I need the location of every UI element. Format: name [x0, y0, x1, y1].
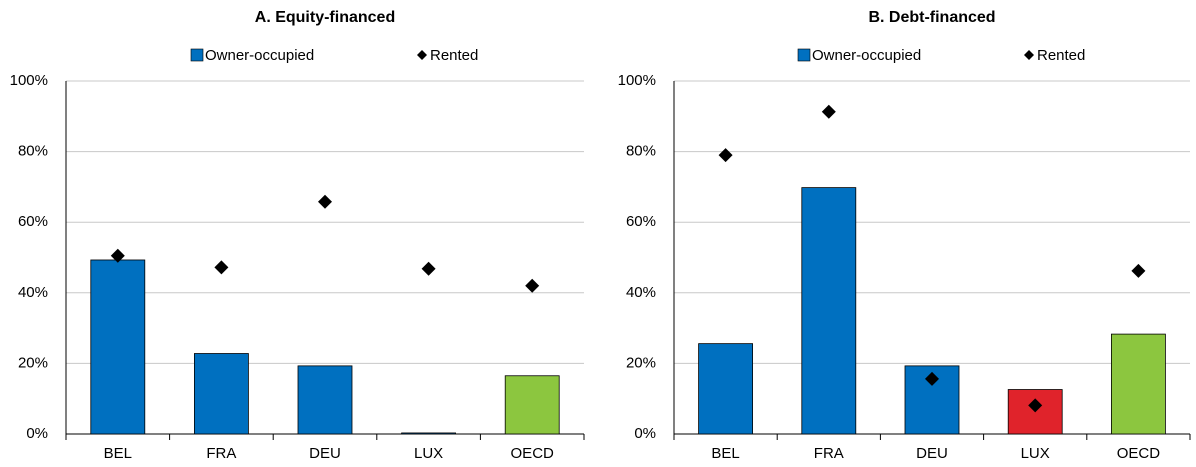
- x-tick-label: DEU: [309, 445, 341, 462]
- chart-title: B. Debt-financed: [868, 9, 995, 26]
- bar: [401, 432, 457, 435]
- bar: [193, 353, 249, 435]
- y-tick-label: 0%: [634, 425, 656, 442]
- x-tick-label: BEL: [104, 445, 132, 462]
- x-tick-label: OECD: [1117, 445, 1161, 462]
- bar: [90, 259, 146, 435]
- bar: [297, 365, 353, 435]
- bar: [801, 187, 857, 435]
- legend-label: Rented: [430, 47, 478, 64]
- legend-label: Rented: [1037, 47, 1085, 64]
- y-tick-label: 80%: [626, 143, 656, 160]
- x-tick-label: DEU: [916, 445, 948, 462]
- y-tick-label: 40%: [626, 284, 656, 301]
- legend-marker: [417, 50, 427, 60]
- y-tick-label: 20%: [626, 354, 656, 371]
- y-tick-label: 0%: [26, 425, 48, 442]
- bar: [1111, 333, 1166, 435]
- bar: [698, 343, 753, 435]
- y-tick-label: 40%: [18, 284, 48, 301]
- legend-label: Owner-occupied: [205, 47, 314, 64]
- y-tick-label: 80%: [18, 143, 48, 160]
- rented-marker: [421, 261, 436, 276]
- x-tick-label: BEL: [711, 445, 739, 462]
- y-tick-label: 60%: [18, 213, 48, 230]
- legend-label: Owner-occupied: [812, 47, 921, 64]
- x-tick-label: LUX: [414, 445, 443, 462]
- x-tick-label: FRA: [206, 445, 236, 462]
- bar: [504, 375, 560, 435]
- y-tick-label: 60%: [626, 213, 656, 230]
- y-tick-label: 100%: [618, 72, 656, 89]
- x-tick-label: FRA: [814, 445, 844, 462]
- rented-marker: [110, 248, 125, 263]
- y-tick-label: 20%: [18, 354, 48, 371]
- rented-marker: [925, 371, 939, 386]
- rented-marker: [525, 278, 540, 293]
- legend-marker: [190, 48, 204, 62]
- chart-title: A. Equity-financed: [255, 9, 395, 26]
- y-tick-label: 100%: [10, 72, 48, 89]
- x-tick-label: OECD: [511, 445, 555, 462]
- rented-marker: [1028, 398, 1043, 413]
- legend-marker: [1024, 50, 1034, 60]
- rented-marker: [318, 194, 332, 209]
- rented-marker: [214, 260, 229, 275]
- rented-marker: [718, 148, 733, 163]
- legend-marker: [797, 48, 811, 62]
- x-tick-label: LUX: [1021, 445, 1050, 462]
- rented-marker: [821, 104, 836, 119]
- rented-marker: [1131, 263, 1146, 278]
